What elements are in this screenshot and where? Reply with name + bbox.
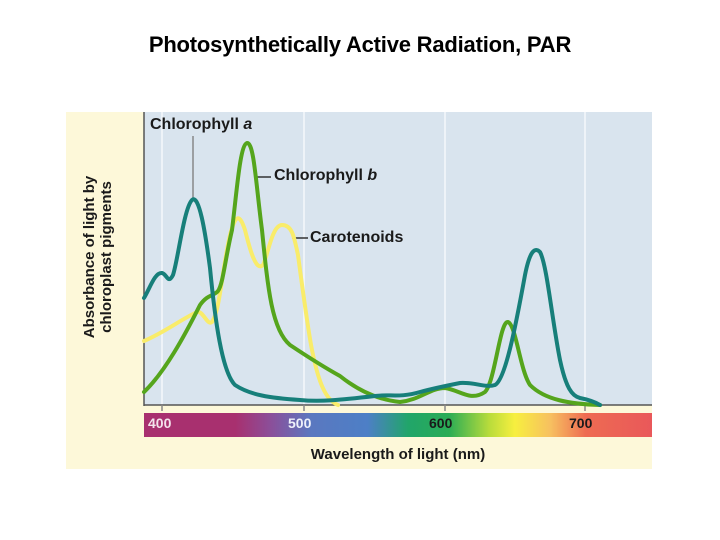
y-axis-label-line1: Absorbance of light by [81,175,98,339]
y-axis-label-line2: chloroplast pigments [98,181,115,333]
chlorophyll-b-label: Chlorophyll b [274,167,377,185]
x-tick-400: 400 [148,415,172,431]
chlorophyll-a-label-italic: a [243,116,253,133]
carotenoids-curve [142,216,340,407]
x-tick-600: 600 [429,415,453,431]
spectrum-color-bar [144,413,652,437]
chlorophyll-b-label-italic: b [367,167,378,184]
x-ticks [161,405,586,411]
page-title: Photosynthetically Active Radiation, PAR [148,32,572,57]
chlorophyll-a-label-text: Chlorophyll [150,116,239,133]
x-tick-500: 500 [288,415,312,431]
chlorophyll-b-curve [142,141,602,407]
carotenoids-label: Carotenoids [310,229,404,246]
chlorophyll-b-label-text: Chlorophyll [274,167,363,184]
chlorophyll-a-curve [142,197,602,407]
chlorophyll-a-label: Chlorophyll a [150,116,252,134]
plot-area [144,112,652,405]
x-tick-700: 700 [569,415,593,431]
x-axis-label: Wavelength of light (nm) [310,446,486,463]
y-axis-label: Absorbance of light by chloroplast pigme… [76,112,120,402]
gridlines [161,112,586,405]
